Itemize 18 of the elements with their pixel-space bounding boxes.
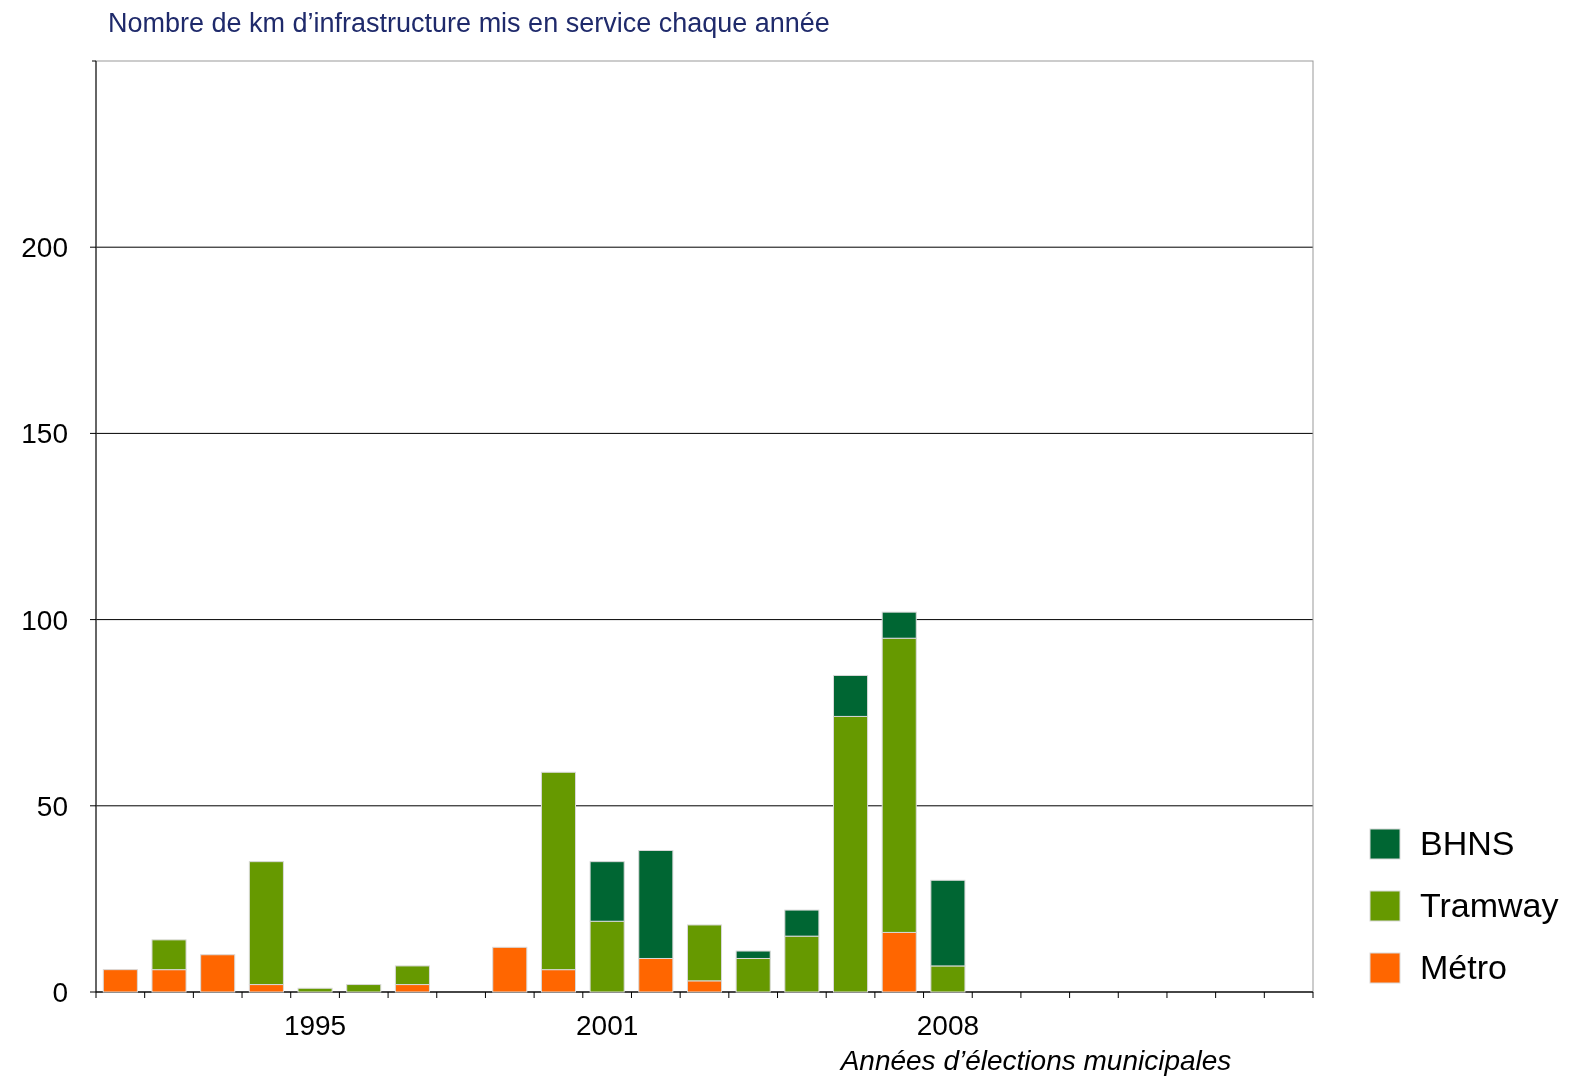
bar — [297, 987, 333, 993]
bar — [102, 969, 138, 993]
y-tick-label: 150 — [21, 418, 68, 450]
bar — [346, 984, 382, 993]
x-tick-label: 2008 — [916, 1010, 980, 1041]
y-tick-label: 0 — [52, 977, 68, 1008]
chart-title: Nombre de km d’infrastructure mis en service chaque année — [108, 8, 830, 38]
legend-label: Métro — [1420, 948, 1507, 986]
y-tick-label: 200 — [21, 232, 68, 264]
x-tick-label: 2001 — [575, 1010, 639, 1041]
legend-label: BHNS — [1420, 824, 1515, 862]
legend-label: Tramway — [1420, 886, 1559, 924]
text: Années d’élections municipales — [838, 1045, 1232, 1076]
bar — [492, 946, 528, 993]
bar — [200, 954, 236, 993]
y-tick-label: 100 — [21, 604, 68, 636]
x-tick-label: 1995 — [283, 1010, 347, 1041]
y-tick-label: 50 — [36, 790, 68, 822]
